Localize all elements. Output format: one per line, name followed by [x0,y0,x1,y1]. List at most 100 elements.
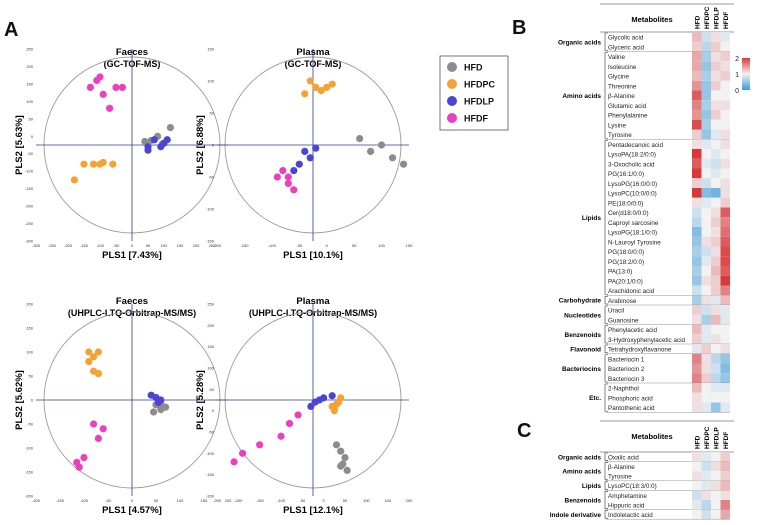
x-tick-label: -150 [240,243,249,248]
x-tick-label: 0 [326,243,329,248]
data-point-hfdf [277,432,285,440]
data-point-hfdlp [306,154,314,162]
group-label: Lipids [582,215,602,222]
heatmap-cell [720,480,730,491]
panel-label-c: C [517,420,531,442]
data-point-hfdf [279,167,287,175]
data-point-hfdf [273,173,281,181]
metabolite-label: N-Lauroyl Tyrosine [608,239,661,246]
heatmap-cell [711,305,721,315]
heatmap-cell [711,373,721,383]
heatmap-cell [720,500,730,510]
y-tick-label: 250 [26,47,33,52]
heatmap-cell [711,139,721,149]
x-tick-label: 100 [177,498,184,503]
y-tick-label: 200 [26,302,33,307]
heatmap-cell [692,236,702,247]
heatmap-cell [701,353,711,364]
legend-marker-hfdlp [447,96,457,106]
data-point-hfdf [94,434,102,442]
colorbar-tick-label: 2 [735,56,739,63]
heatmap-cell [711,119,721,130]
y-axis-label: PLS2 [5.28%] [195,370,206,430]
metabolite-label: Phosphoric acid [608,395,653,402]
heatmap-cell [692,246,702,257]
metabolite-label: 3-Hydroxyphenylacetic acid [608,337,685,344]
heatmap-cell [701,314,711,325]
heatmap-cell [711,452,721,462]
y-tick-label: 150 [207,47,214,52]
heatmap-cell [701,119,711,130]
heatmap-cell [720,129,730,140]
y-tick-label: -250 [25,221,34,226]
heatmap-cell [692,217,702,227]
group-label: Benzenoids [565,498,602,505]
heatmap-cell [692,373,702,383]
heatmap-cell [701,285,711,296]
heatmap-cell [701,509,711,520]
x-tick-label: -200 [234,498,243,503]
heatmap-cell [711,90,721,101]
metabolite-label: Bacteriocin 2 [608,366,645,373]
metabolite-label: Hippuric acid [608,502,645,509]
column-label-hfdpc: HFDPC [704,6,711,29]
heatmap-cell [711,100,721,110]
heatmap-cell [701,110,711,120]
heatmap-cell [692,461,702,472]
heatmap-cell [692,178,702,188]
heatmap-cell [711,392,721,403]
data-point-hfdlp [157,143,165,151]
metabolite-label: Bacteriocin 3 [608,376,645,383]
metabolite-label: LysoPC(18:3/0:0) [608,483,657,490]
y-tick-label: -100 [206,207,215,212]
column-label-hfdpc: HFDPC [704,426,711,449]
heatmap-cell [720,314,730,325]
group-bracket [604,354,608,383]
heatmap-cell [711,207,721,218]
heatmap-cell [711,363,721,374]
data-point-hfdpc [85,358,93,366]
heatmap-cell [711,383,721,393]
x-tick-label: -50 [113,243,120,248]
metabolite-label: Arachidonic acid [608,288,655,295]
scatter-title: Faeces [116,296,148,307]
heatmap-cell [720,353,730,364]
metabolite-label: Arabinose [608,298,637,305]
heatmap-cell [701,334,711,344]
group-label: Organic acids [558,454,601,461]
heatmap-cell [720,383,730,393]
metabolite-label: Guanosine [608,317,639,324]
x-tick-label: 200 [225,498,232,503]
x-axis-label: PLS1 [12.1%] [283,505,343,516]
heatmap-cell [720,256,730,266]
data-point-hfdf [284,179,292,187]
heatmap-cell [692,188,702,198]
heatmap-cell [692,168,702,179]
data-point-hfd [367,147,375,155]
heatmap-cell [711,334,721,344]
heatmap-cell [701,32,711,42]
heatmap-cell [692,334,702,344]
heatmap-cell [692,471,702,481]
heatmap-cell [701,461,711,472]
heatmap-cell [692,452,702,462]
data-point-hfdpc [94,370,102,378]
group-label: Indole derivative [550,512,602,519]
data-point-hfdlp [315,396,323,404]
data-point-hfd [337,447,345,455]
group-label: Lipids [582,483,602,490]
data-point-hfd [388,154,397,162]
y-tick-label: -100 [25,446,34,451]
data-point-hfd [141,137,149,146]
heatmap-cell [711,61,721,71]
data-point-hfdlp [328,392,336,400]
heatmap-cell [701,256,711,266]
heatmap-cell [701,402,711,413]
x-axis-label: PLS1 [10.1%] [283,250,343,261]
heatmap-cell [692,129,702,140]
heatmap-cell [711,129,721,140]
heatmap-cell [711,188,721,198]
metabolite-label: Pantothenic acid [608,405,655,412]
colorbar-tick-label: 0 [735,88,739,95]
heatmap-cell [701,266,711,276]
